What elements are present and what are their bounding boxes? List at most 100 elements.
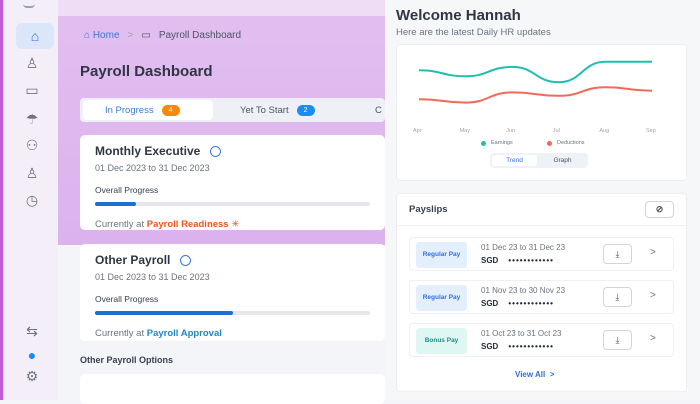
download-icon[interactable]: ⤓	[603, 244, 632, 264]
payslip-period: 01 Oct 23 to 31 Oct 23	[481, 329, 562, 338]
series-line-deductions	[418, 86, 653, 104]
other-options-card[interactable]	[80, 374, 385, 404]
count-badge: 2	[296, 104, 315, 116]
top-bar	[58, 0, 385, 16]
payroll-name: Monthly Executive	[95, 144, 201, 158]
home-icon[interactable]: ⌂	[16, 23, 54, 49]
tab-label: C	[375, 104, 382, 116]
x-tick-label: May	[459, 128, 470, 134]
legend-label: Earnings	[491, 140, 513, 146]
progress-label: Overall Progress	[95, 294, 159, 304]
x-tick-label: Jul	[552, 128, 560, 134]
progress-fill	[95, 311, 233, 315]
x-tick-label: Sep	[646, 128, 656, 134]
payslip-row[interactable]: Regular Pay 01 Dec 23 to 31 Dec 23 SGD ••…	[409, 237, 674, 271]
payslips-card: Payslips ⊘ Regular Pay 01 Dec 23 to 31 De…	[396, 193, 687, 392]
home-link[interactable]: Home	[92, 30, 120, 41]
masked-amount: ••••••••••••	[508, 256, 554, 265]
pay-type-tag: Regular Pay	[416, 242, 467, 268]
count-badge: 4	[161, 104, 180, 116]
tab-completed[interactable]: C	[355, 100, 402, 120]
team-icon[interactable]: ⚇	[25, 136, 39, 153]
other-options-title: Other Payroll Options	[80, 355, 174, 365]
graph-toggle[interactable]: Graph	[553, 157, 572, 164]
legend-dot	[481, 140, 486, 146]
tab-in-progress[interactable]: In Progress 4	[83, 100, 213, 120]
chevron-right-icon[interactable]: >	[650, 290, 656, 301]
umbrella-icon[interactable]: ☂	[25, 110, 39, 127]
series-line-earnings	[418, 60, 652, 84]
chevron-right-icon[interactable]: >	[650, 247, 656, 258]
current-prefix: Currently at	[95, 219, 145, 230]
info-icon[interactable]	[180, 254, 192, 266]
payslip-period: 01 Dec 23 to 31 Dec 23	[481, 243, 566, 252]
payslips-title: Payslips	[409, 204, 448, 215]
settings-icon[interactable]: ⚙	[25, 367, 39, 384]
legend-deductions: Deductions	[547, 140, 585, 146]
tab-yet-to-start[interactable]: Yet To Start 2	[218, 100, 337, 120]
payroll-period: 01 Dec 2023 to 31 Dec 2023	[95, 272, 210, 282]
current-prefix: Currently at	[95, 328, 145, 339]
bot-icon[interactable]: ●	[27, 347, 37, 363]
progress-fill	[95, 202, 137, 206]
payslip-period: 01 Nov 23 to 30 Nov 23	[481, 286, 566, 295]
chevron-right-icon[interactable]: >	[650, 333, 656, 344]
tab-label: Yet To Start	[240, 104, 289, 116]
view-all-label: View All	[515, 370, 546, 379]
user-check-icon[interactable]: ♙	[25, 164, 39, 181]
masked-amount: ••••••••••••	[508, 299, 554, 308]
wallet-icon: ▭	[141, 30, 151, 41]
current-stage[interactable]: Payroll Readiness	[146, 219, 229, 230]
payroll-name: Other Payroll	[95, 253, 171, 267]
currency: SGD	[481, 299, 499, 308]
info-icon[interactable]	[210, 145, 222, 157]
tab-label: In Progress	[105, 104, 154, 116]
status-tabs: In Progress 4 Yet To Start 2 C	[80, 98, 385, 122]
payroll-period: 01 Dec 2023 to 31 Dec 2023	[95, 163, 210, 173]
breadcrumb-home[interactable]: ⌂ Home	[84, 30, 120, 41]
sidebar: ⌂ ♙ ▭ ☂ ⚇ ♙ ◷ ⇆ ● ⚙	[0, 0, 58, 400]
current-stage[interactable]: Payroll Approval	[146, 328, 222, 339]
welcome-subtitle: Here are the latest Daily HR updates	[396, 27, 551, 38]
line-chart	[418, 60, 653, 104]
breadcrumb-current: Payroll Dashboard	[158, 30, 242, 41]
menu-icon[interactable]	[23, 0, 35, 8]
x-tick-label: Aug	[599, 128, 610, 134]
chart-toggle: Trend Graph	[490, 153, 588, 168]
user-icon[interactable]: ♙	[25, 54, 39, 71]
switch-icon[interactable]: ⇆	[26, 322, 38, 339]
legend-dot	[547, 140, 552, 146]
trend-chart-card: Apr May Jun Jul Aug Sep Earnings Deductions T…	[396, 44, 687, 181]
view-all-link[interactable]: View All >	[515, 370, 554, 379]
payslip-amount: SGD ••••••••••••	[481, 299, 554, 308]
progress-bar	[95, 311, 370, 315]
payslip-row[interactable]: Bonus Pay 01 Oct 23 to 31 Oct 23 SGD ••••…	[409, 323, 674, 357]
download-icon[interactable]: ⤓	[603, 287, 632, 307]
pay-type-tag: Bonus Pay	[416, 328, 467, 354]
loading-icon: ✳	[231, 219, 240, 230]
welcome-title: Welcome Hannah	[396, 7, 521, 24]
wallet-icon[interactable]: ▭	[25, 81, 39, 98]
payslip-row[interactable]: Regular Pay 01 Nov 23 to 30 Nov 23 SGD ••…	[409, 280, 674, 314]
breadcrumb-separator: >	[127, 30, 134, 41]
progress-bar	[95, 202, 370, 206]
x-tick-label: Jun	[506, 128, 516, 134]
pay-type-tag: Regular Pay	[416, 285, 467, 311]
masked-amount: ••••••••••••	[508, 342, 554, 351]
currency: SGD	[481, 342, 499, 351]
page-title: Payroll Dashboard	[80, 63, 213, 80]
payroll-card[interactable]: Other Payroll 01 Dec 2023 to 31 Dec 2023…	[80, 244, 385, 341]
breadcrumb: ⌂ Home > ▭ Payroll Dashboard	[84, 30, 241, 41]
payslip-amount: SGD ••••••••••••	[481, 256, 554, 265]
payroll-card[interactable]: Monthly Executive 01 Dec 2023 to 31 Dec …	[80, 135, 385, 230]
eye-off-icon[interactable]: ⊘	[645, 201, 674, 218]
trend-toggle[interactable]: Trend	[492, 155, 537, 166]
progress-label: Overall Progress	[95, 185, 159, 195]
chevron-right-icon: >	[549, 370, 555, 379]
x-tick-label: Apr	[413, 128, 422, 134]
download-icon[interactable]: ⤓	[603, 330, 632, 350]
clock-icon[interactable]: ◷	[25, 191, 39, 208]
legend-label: Deductions	[557, 140, 585, 146]
payslip-amount: SGD ••••••••••••	[481, 342, 554, 351]
legend-earnings: Earnings	[481, 140, 513, 146]
